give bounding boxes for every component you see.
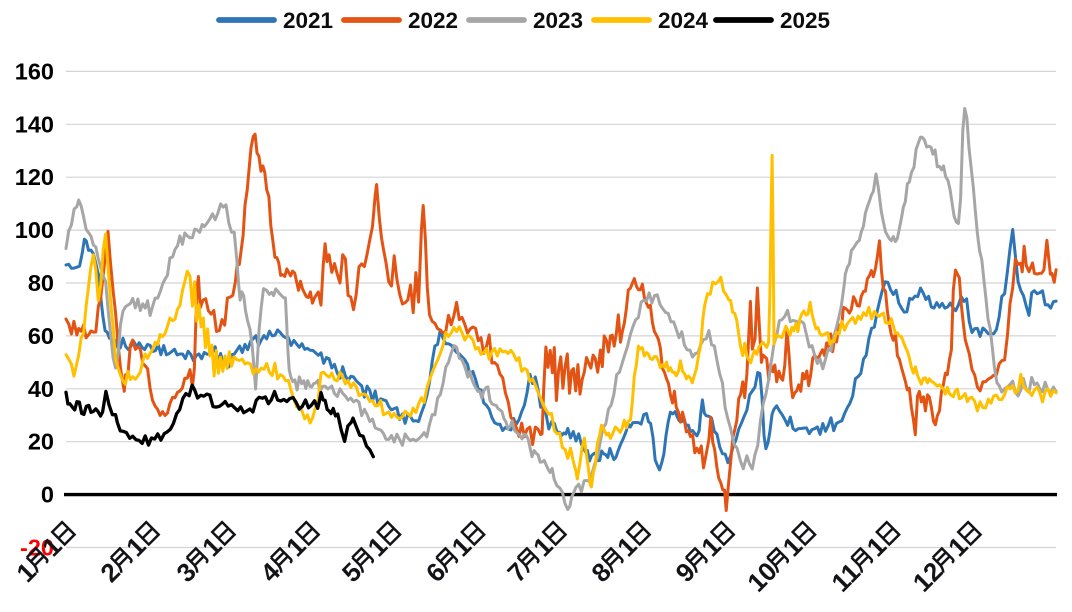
svg-text:2022: 2022 <box>408 8 458 33</box>
svg-text:2023: 2023 <box>533 8 583 33</box>
svg-text:20: 20 <box>28 429 54 455</box>
svg-text:60: 60 <box>28 323 54 349</box>
svg-text:100: 100 <box>15 217 54 243</box>
svg-text:140: 140 <box>15 111 54 137</box>
svg-text:2025: 2025 <box>780 8 830 33</box>
svg-text:160: 160 <box>15 58 54 84</box>
svg-text:80: 80 <box>28 270 54 296</box>
svg-text:40: 40 <box>28 376 54 402</box>
svg-text:0: 0 <box>41 482 54 508</box>
svg-text:2024: 2024 <box>658 8 709 33</box>
svg-text:120: 120 <box>15 164 54 190</box>
svg-text:2021: 2021 <box>283 8 333 33</box>
